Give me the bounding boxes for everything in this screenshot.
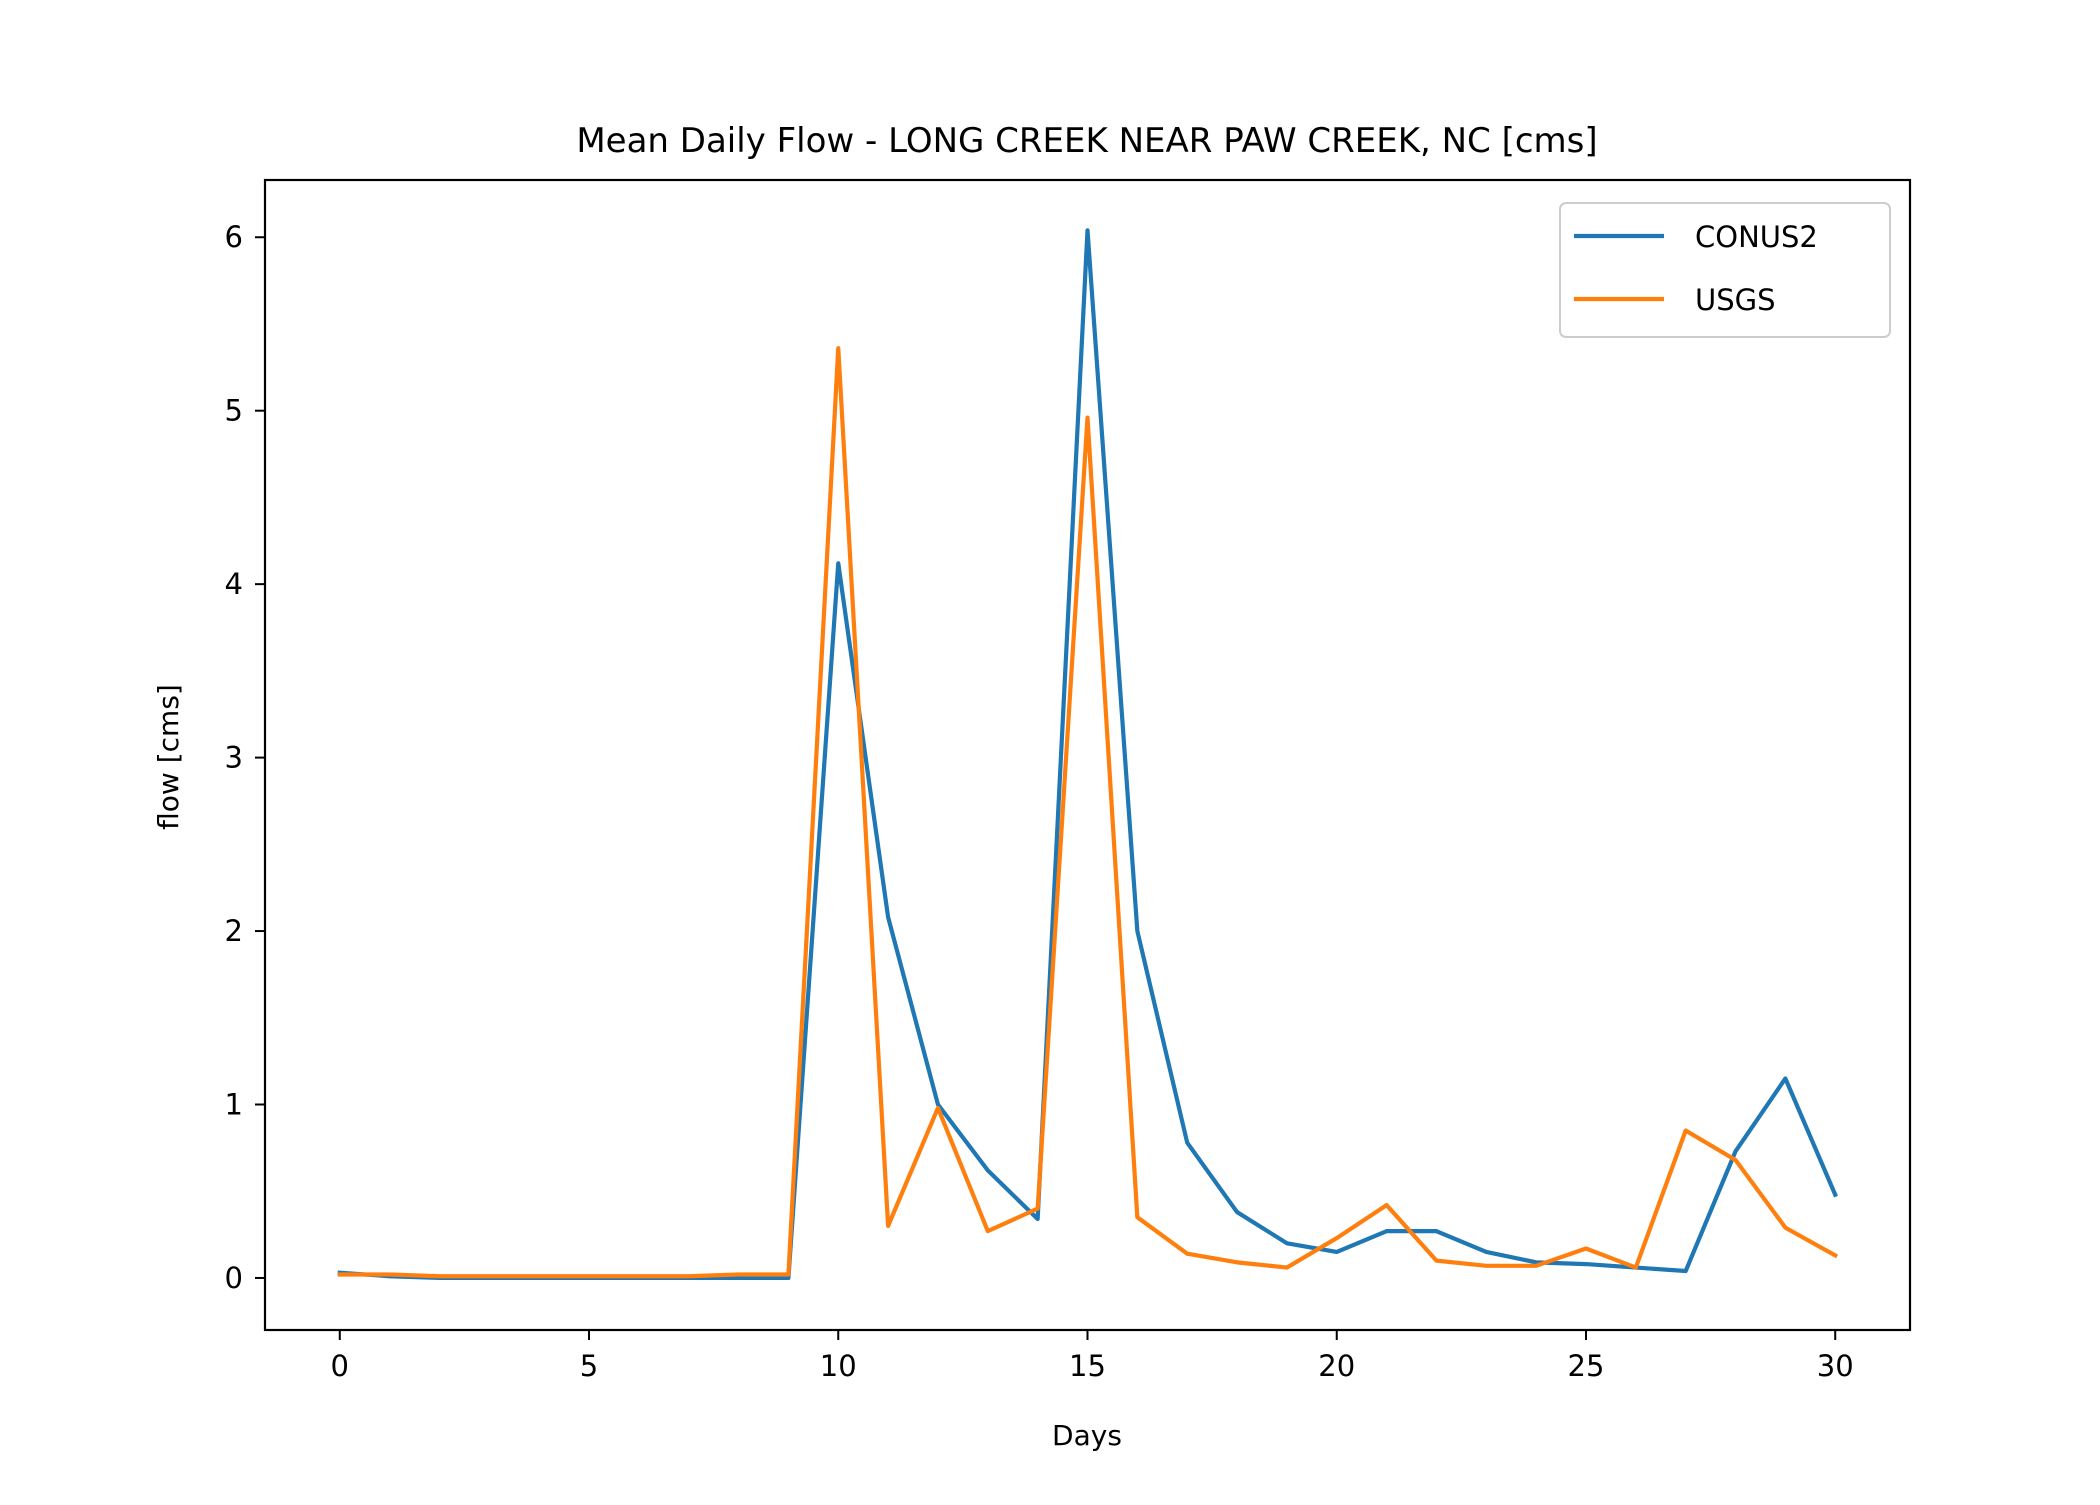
x-tick-label: 5 (580, 1349, 598, 1383)
x-tick-label: 15 (1069, 1349, 1106, 1383)
legend: CONUS2 USGS (1559, 202, 1891, 338)
legend-label-usgs: USGS (1695, 283, 1776, 317)
x-tick-label: 10 (820, 1349, 857, 1383)
y-axis-label: flow [cms] (152, 684, 185, 830)
y-tick-label: 1 (225, 1088, 243, 1122)
y-tick-label: 6 (225, 220, 243, 254)
x-tick-label: 25 (1568, 1349, 1605, 1383)
y-tick-label: 0 (225, 1261, 243, 1295)
x-tick-label: 0 (331, 1349, 349, 1383)
y-tick-label: 4 (225, 567, 243, 601)
plot-area: 0 5 10 15 20 25 30 0 1 2 3 4 5 6 (225, 178, 1912, 1383)
y-tick-label: 3 (225, 741, 243, 775)
series-line-conus2 (337, 228, 1838, 1281)
axes-frame (263, 178, 1912, 1332)
legend-label-conus2: CONUS2 (1695, 220, 1818, 254)
x-tick-label: 20 (1318, 1349, 1355, 1383)
y-tick-label: 2 (225, 914, 243, 948)
y-tick-label: 5 (225, 394, 243, 428)
chart-title: Mean Daily Flow - LONG CREEK NEAR PAW CR… (576, 121, 1597, 161)
x-axis-label: Days (1052, 1419, 1122, 1452)
series-line-usgs (337, 346, 1839, 1279)
x-tick-label: 30 (1817, 1349, 1854, 1383)
